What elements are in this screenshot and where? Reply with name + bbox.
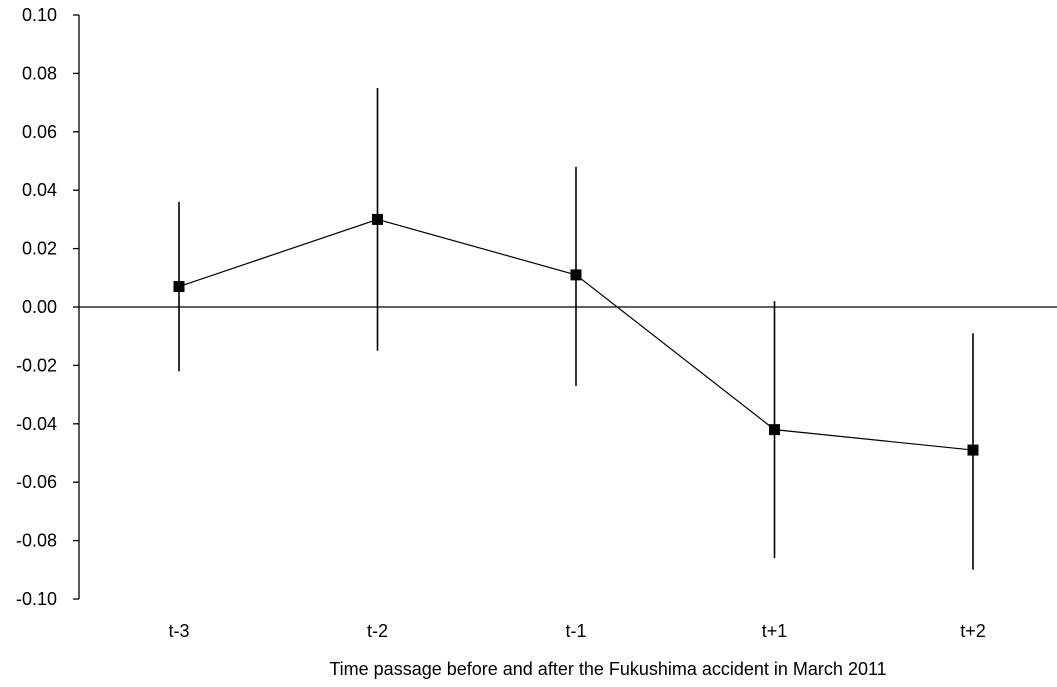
- x-tick-label: t-1: [565, 621, 586, 641]
- x-tick-label: t+2: [960, 621, 986, 641]
- y-tick-label: -0.06: [16, 472, 57, 492]
- data-point-marker: [967, 444, 979, 456]
- y-tick-label: 0.02: [22, 239, 57, 259]
- data-point-marker: [173, 281, 185, 293]
- y-tick-label: 0.04: [22, 180, 57, 200]
- error-bars: [178, 88, 974, 570]
- y-axis: 0.10 0.08 0.06 0.04 0.02 0.00 -0.02 -0.04 -0.06 -…: [16, 5, 80, 609]
- y-tick-label: 0.08: [22, 63, 57, 83]
- data-markers: [173, 213, 979, 456]
- y-tick-label: -0.02: [16, 355, 57, 375]
- y-tick-label: -0.04: [16, 414, 57, 434]
- x-tick-label: t+1: [762, 621, 788, 641]
- x-axis-title: Time passage before and after the Fukush…: [329, 659, 886, 679]
- data-point-marker: [769, 424, 780, 436]
- y-tick-label: 0.00: [22, 297, 57, 317]
- x-axis-tick-labels: t-3 t-2 t-1 t+1 t+2: [168, 621, 985, 641]
- y-tick-label: 0.10: [22, 5, 57, 25]
- y-tick-label: -0.08: [16, 531, 57, 551]
- x-tick-label: t-3: [168, 621, 189, 641]
- data-point-marker: [372, 213, 383, 225]
- y-tick-label: -0.10: [16, 589, 57, 609]
- x-tick-label: t-2: [367, 621, 388, 641]
- y-tick-label: 0.06: [22, 122, 57, 142]
- data-point-marker: [570, 269, 582, 281]
